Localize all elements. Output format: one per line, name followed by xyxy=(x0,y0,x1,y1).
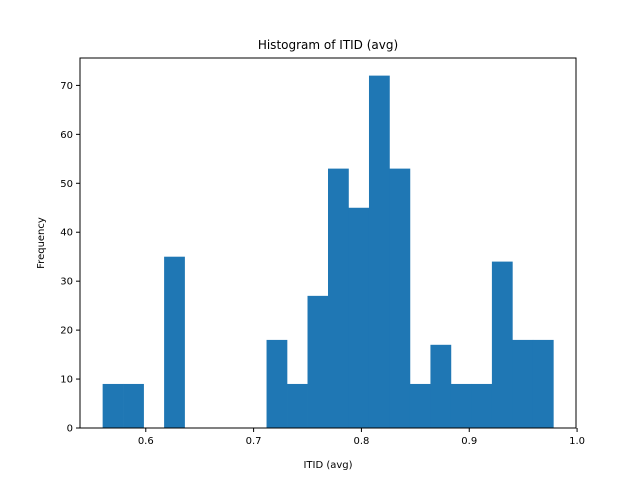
y-tick-label: 30 xyxy=(60,277,73,288)
y-tick-label: 0 xyxy=(67,424,73,435)
x-axis-title: ITID (avg) xyxy=(303,460,352,471)
histogram-bar xyxy=(491,261,513,428)
histogram-bar xyxy=(512,339,534,428)
bars-group xyxy=(102,75,554,428)
x-axis: 0.6 0.7 0.8 0.9 1.0 xyxy=(138,428,585,447)
histogram-bar xyxy=(328,168,349,428)
histogram-bar xyxy=(532,339,554,428)
y-tick-label: 20 xyxy=(60,326,73,337)
histogram-bar xyxy=(307,295,329,428)
x-tick-label: 0.6 xyxy=(138,436,154,447)
y-tick-label: 10 xyxy=(60,375,73,386)
y-tick-label: 40 xyxy=(60,228,73,239)
histogram-bar xyxy=(348,207,370,428)
histogram-bar xyxy=(389,168,411,428)
histogram-bar xyxy=(450,383,472,428)
histogram-bar xyxy=(409,383,431,428)
y-tick-label: 70 xyxy=(60,81,73,92)
y-tick-label: 60 xyxy=(60,130,73,141)
y-tick-label: 50 xyxy=(60,179,73,190)
x-tick-label: 1.0 xyxy=(569,436,585,447)
x-tick-label: 0.8 xyxy=(353,436,369,447)
x-tick-label: 0.9 xyxy=(461,436,477,447)
histogram-bar xyxy=(368,75,390,428)
histogram-bar xyxy=(102,383,124,428)
x-tick-label: 0.7 xyxy=(246,436,262,447)
y-axis: 0 10 20 30 40 50 60 70 xyxy=(60,81,80,435)
histogram-bar xyxy=(287,383,308,428)
histogram-bar xyxy=(266,339,288,428)
chart-title: Histogram of ITID (avg) xyxy=(258,38,398,52)
histogram-bar xyxy=(471,383,493,428)
histogram-bar xyxy=(123,383,144,428)
histogram-bar xyxy=(164,256,185,428)
plot-frame xyxy=(79,57,577,429)
histogram-bar xyxy=(430,344,452,428)
y-axis-title: Frequency xyxy=(36,217,47,269)
